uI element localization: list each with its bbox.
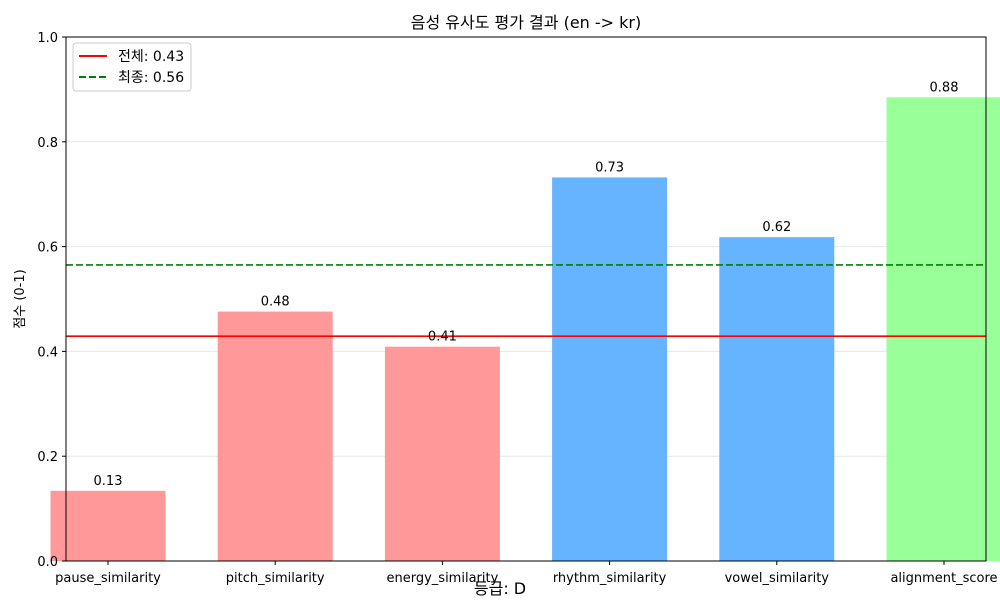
y-axis-label: 점수 (0-1) <box>13 269 28 328</box>
plot-frame <box>65 36 987 562</box>
y-tick-label: 0.0 <box>37 555 58 570</box>
bar-pause_similarity <box>50 490 166 561</box>
bar-alignment_score <box>886 97 1000 561</box>
x-tick-label: vowel_similarity <box>725 571 830 586</box>
x-tick-label: alignment_score <box>890 571 997 586</box>
value-label: 0.88 <box>930 80 959 95</box>
value-label: 0.41 <box>428 330 457 345</box>
value-labels: 0.13 0.48 0.41 0.73 0.62 0.88 <box>94 80 959 489</box>
y-tick-label: 0.4 <box>37 345 58 360</box>
x-axis-ticks: pause_similarity pitch_similarity energy_s… <box>55 561 998 586</box>
reference-lines <box>66 264 986 338</box>
bar-vowel_similarity <box>719 237 835 561</box>
legend-label-final: 최종: 0.56 <box>118 70 184 86</box>
bar-energy_similarity <box>384 346 500 561</box>
x-axis-label: 등급: D <box>474 579 526 598</box>
bar-rhythm_similarity <box>552 177 668 561</box>
y-tick-label: 0.2 <box>37 450 58 465</box>
legend: 전체: 0.43 최종: 0.56 <box>72 42 192 92</box>
value-label: 0.48 <box>261 295 290 310</box>
x-tick-label: rhythm_similarity <box>553 571 667 586</box>
x-tick-label: energy_similarity <box>387 571 499 586</box>
value-label: 0.73 <box>595 160 624 175</box>
y-tick-label: 1.0 <box>37 31 58 46</box>
value-label: 0.13 <box>94 474 123 489</box>
y-tick-label: 0.6 <box>37 241 58 256</box>
value-label: 0.62 <box>762 220 791 235</box>
legend-label-overall: 전체: 0.43 <box>118 49 184 65</box>
bars <box>50 97 1000 561</box>
x-tick-label: pause_similarity <box>55 571 161 586</box>
y-axis-ticks: 0.0 0.2 0.4 0.6 0.8 1.0 <box>37 31 66 570</box>
y-tick-label: 0.8 <box>37 136 58 151</box>
bar-pitch_similarity <box>217 311 333 561</box>
chart-title: 음성 유사도 평가 결과 (en -> kr) <box>411 13 642 32</box>
x-tick-label: pitch_similarity <box>226 571 325 586</box>
